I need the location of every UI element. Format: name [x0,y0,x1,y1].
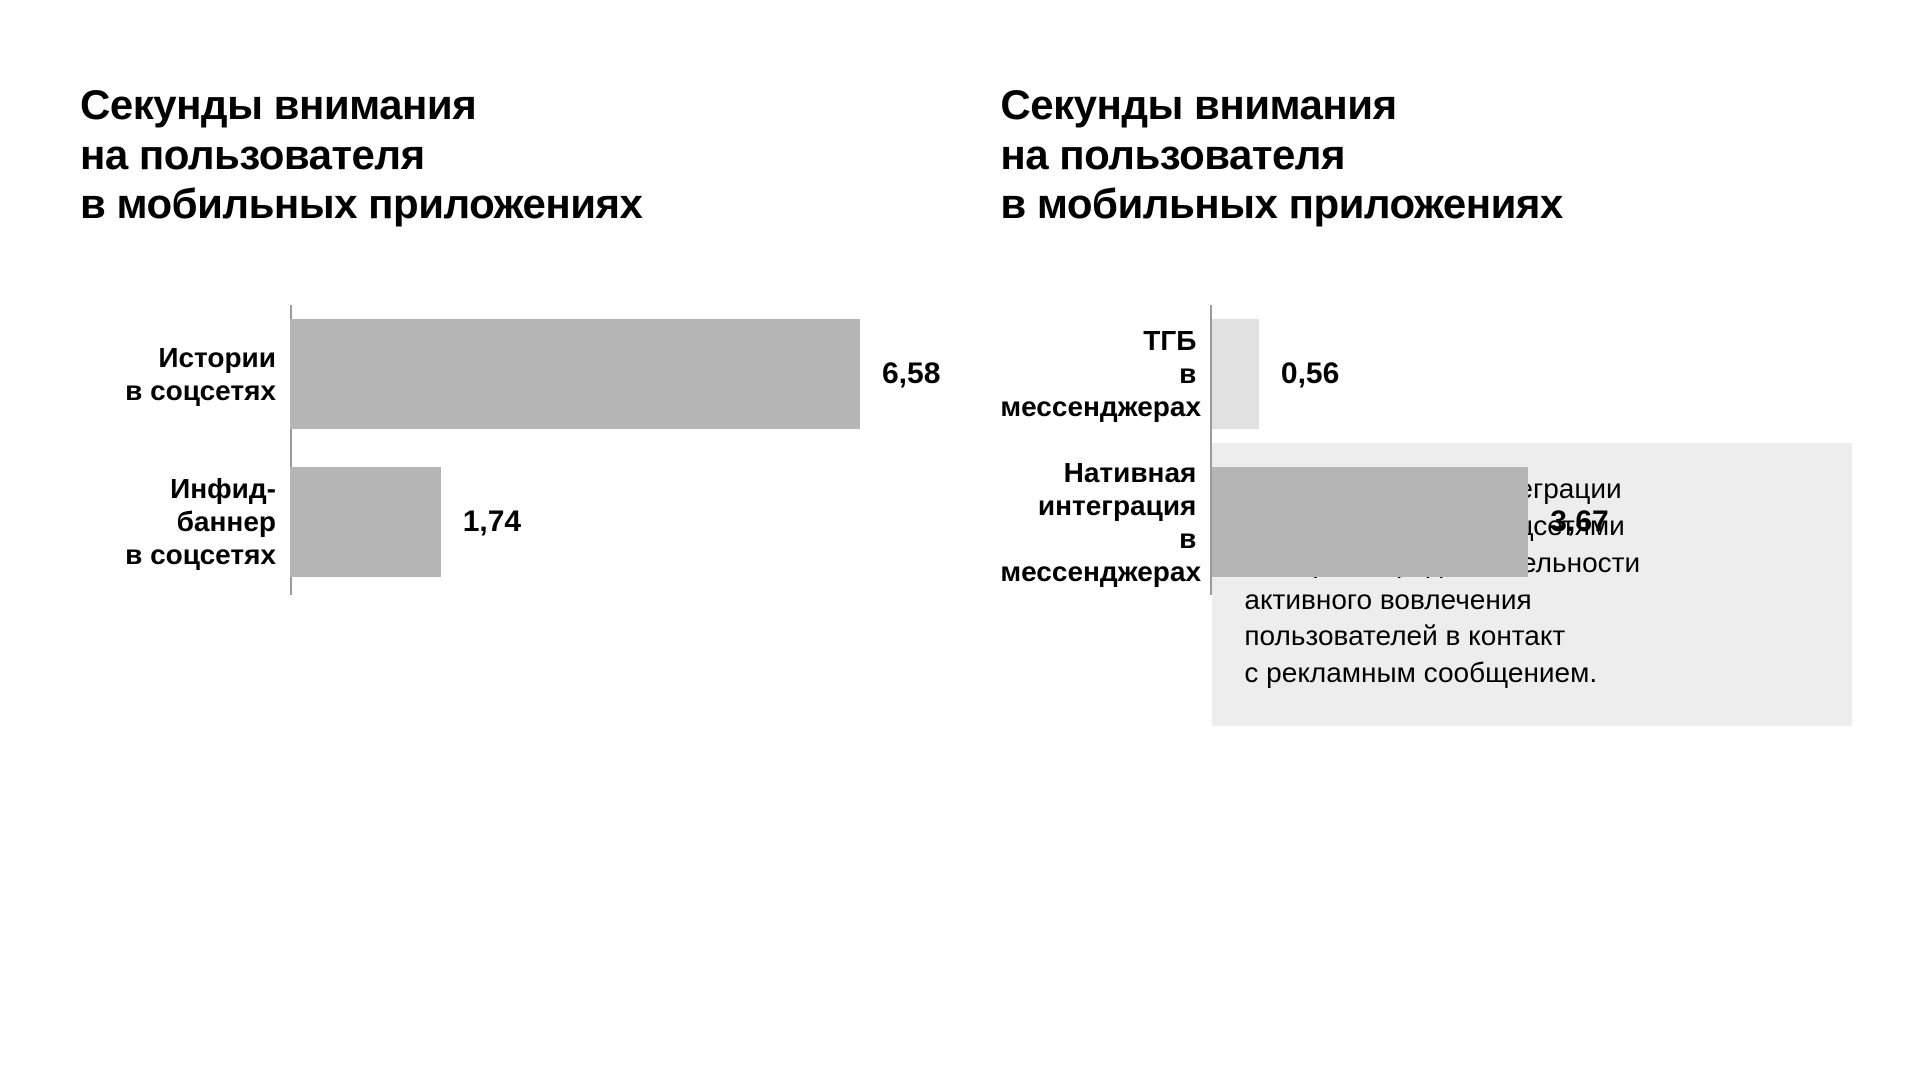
bar-row: Инфид- баннер в соцсетях1,74 [290,467,940,577]
bar-row: Нативная интеграция в мессенджерах3,67 [1210,467,1860,577]
left-chart-title: Секунды внимания на пользователя в мобил… [80,80,940,229]
right-panel: Секунды внимания на пользователя в мобил… [1000,80,1860,1020]
bar-row: Истории в соцсетях6,58 [290,319,940,429]
bar-rect [290,319,860,429]
charts-container: Секунды внимания на пользователя в мобил… [0,0,1920,1080]
bar-row: ТГБ в мессенджерах0,56 [1210,319,1860,429]
right-bars-area: Только нативные интеграции могут поспори… [1000,319,1860,577]
right-chart-title: Секунды внимания на пользователя в мобил… [1000,80,1860,229]
bar-value: 3,67 [1550,505,1608,539]
bar-rect [1210,467,1528,577]
bar-label: Истории в соцсетях [80,341,276,407]
bar-rect [290,467,441,577]
bar-value: 1,74 [463,505,521,539]
bar-label: Инфид- баннер в соцсетях [80,472,276,571]
bar-value: 0,56 [1281,357,1339,391]
right-axis-line [1210,305,1212,595]
bar-value: 6,58 [882,357,940,391]
bar-rect [1210,319,1259,429]
left-bars-area: Истории в соцсетях6,58Инфид- баннер в со… [80,319,940,577]
bar-label: Нативная интеграция в мессенджерах [1000,456,1196,588]
bar-label: ТГБ в мессенджерах [1000,324,1196,423]
left-panel: Секунды внимания на пользователя в мобил… [80,80,940,1020]
